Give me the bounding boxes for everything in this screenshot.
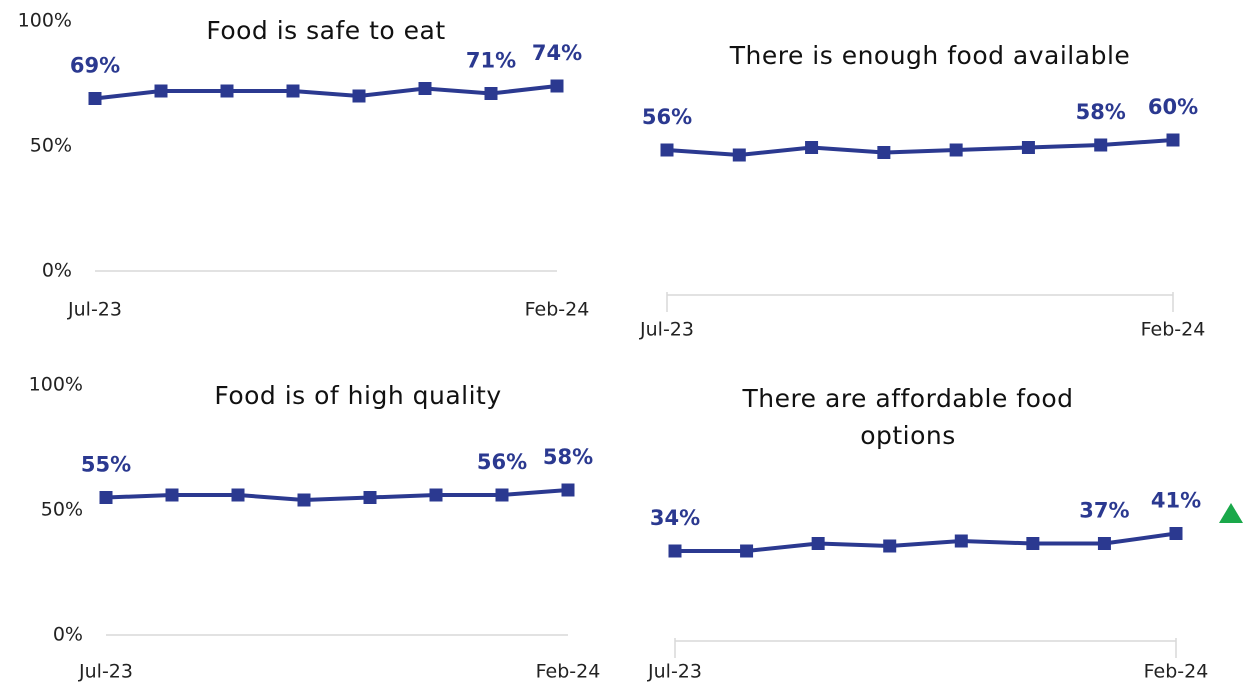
data-label: 56%: [477, 450, 527, 474]
chart-title: There are affordable food options: [742, 384, 1074, 450]
series-line: [675, 531, 1177, 553]
point-marker: [297, 493, 311, 507]
point-marker: [805, 141, 819, 154]
data-label: 55%: [81, 453, 131, 477]
point-marker: [429, 488, 443, 502]
point-marker: [561, 483, 575, 497]
data-label: 37%: [1079, 499, 1129, 523]
x-tick-label: Jul-23: [78, 661, 133, 683]
point-marker: [1026, 537, 1040, 550]
series-line: [94, 84, 558, 101]
point-marker: [1097, 537, 1111, 550]
point-marker: [231, 488, 245, 502]
series-line: [105, 488, 569, 503]
data-label: 60%: [1148, 95, 1198, 119]
y-tick-label: 0%: [42, 260, 72, 282]
significance-marker: [1219, 503, 1243, 523]
point-marker: [352, 89, 366, 103]
point-marker: [154, 84, 168, 98]
point-marker: [1021, 141, 1035, 154]
chart-title: There is enough food available: [729, 41, 1131, 70]
data-label: 56%: [642, 105, 692, 129]
x-tick-label: Jul-23: [639, 319, 694, 341]
data-label: 74%: [532, 41, 582, 65]
point-marker: [363, 491, 377, 504]
point-marker: [165, 488, 179, 502]
point-marker: [1094, 138, 1108, 152]
point-marker: [286, 84, 300, 98]
x-tick-label: Feb-24: [536, 661, 601, 683]
point-marker: [668, 544, 682, 558]
point-marker: [954, 534, 968, 548]
point-marker: [88, 92, 102, 105]
point-marker: [1169, 527, 1183, 540]
y-tick-label: 50%: [41, 499, 83, 521]
y-tick-label: 100%: [18, 10, 72, 32]
chart-title: Food is of high quality: [214, 381, 502, 410]
data-label: 41%: [1151, 489, 1201, 513]
chart-title: Food is safe to eat: [206, 16, 446, 45]
x-tick-label: Feb-24: [1144, 661, 1209, 683]
point-marker: [495, 488, 509, 502]
y-tick-label: 100%: [29, 374, 83, 396]
point-marker: [811, 537, 825, 550]
x-tick-label: Feb-24: [1141, 319, 1206, 341]
point-marker: [660, 143, 674, 157]
point-marker: [883, 539, 897, 553]
point-marker: [220, 84, 234, 98]
x-tick-label: Jul-23: [647, 661, 702, 683]
data-label: 34%: [650, 506, 700, 530]
y-tick-label: 50%: [30, 135, 72, 157]
point-marker: [1166, 133, 1180, 147]
x-tick-label: Jul-23: [67, 299, 122, 321]
data-label: 58%: [543, 445, 593, 469]
data-label: 58%: [1076, 100, 1126, 124]
series-line: [666, 138, 1174, 158]
y-tick-label: 0%: [53, 624, 83, 646]
point-marker: [949, 143, 963, 157]
x-tick-label: Feb-24: [525, 299, 590, 321]
point-marker: [550, 79, 564, 93]
point-marker: [732, 148, 746, 162]
point-marker: [418, 82, 432, 95]
point-marker: [740, 544, 754, 558]
data-label: 69%: [70, 54, 120, 78]
point-marker: [877, 146, 891, 159]
point-marker: [484, 87, 498, 100]
data-label: 71%: [466, 49, 516, 73]
point-marker: [99, 491, 113, 504]
